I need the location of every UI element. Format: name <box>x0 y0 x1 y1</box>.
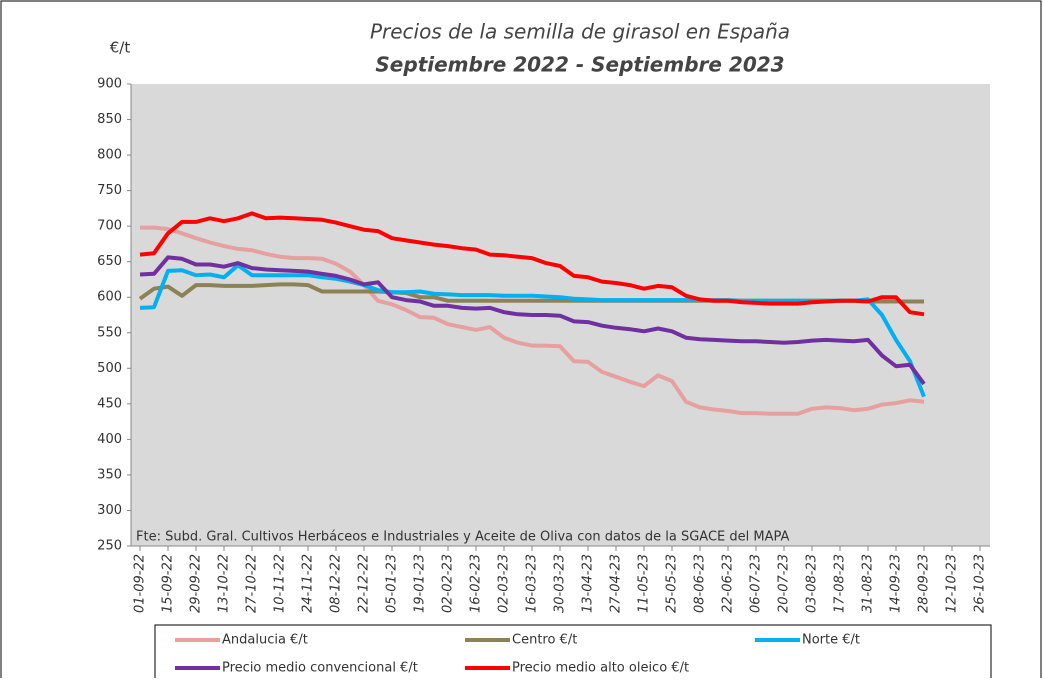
x-tick-label: 22-06-23 <box>721 554 736 613</box>
x-tick-label: 31-08-23 <box>861 554 876 613</box>
x-tick-label: 29-09-22 <box>189 554 204 613</box>
x-tick-label: 08-06-23 <box>693 554 708 613</box>
y-tick-label: 700 <box>97 219 122 234</box>
x-tick-label: 15-09-22 <box>161 554 176 613</box>
y-tick-label: 400 <box>97 432 122 447</box>
x-tick-label: 30-03-23 <box>553 554 568 613</box>
y-axis-label: €/t <box>110 39 131 57</box>
x-tick-label: 08-12-22 <box>329 554 344 613</box>
y-tick-label: 750 <box>97 183 122 198</box>
x-tick-label: 28-09-23 <box>917 554 932 613</box>
x-tick-label: 12-10-23 <box>945 554 960 613</box>
series-line <box>139 255 926 386</box>
y-tick-label: 900 <box>97 77 122 92</box>
series-line <box>139 263 926 398</box>
x-tick-label: 16-02-23 <box>469 554 484 613</box>
x-tick-label: 06-07-23 <box>749 554 764 613</box>
legend-label: Centro €/t <box>512 633 577 648</box>
y-tick-label: 850 <box>97 112 122 127</box>
x-tick-label: 26-10-23 <box>973 554 988 613</box>
x-tick-label: 11-05-23 <box>637 554 652 613</box>
x-tick-label: 20-07-23 <box>777 554 792 613</box>
legend-label: Precio medio convencional €/t <box>222 661 418 676</box>
chart-subtitle: Septiembre 2022 - Septiembre 2023 <box>375 53 784 77</box>
legend-label: Andalucia €/t <box>222 633 308 648</box>
x-tick-label: 10-11-22 <box>273 554 288 613</box>
x-tick-label: 24-11-22 <box>301 554 316 613</box>
x-tick-label: 14-09-23 <box>889 554 904 613</box>
legend <box>154 624 992 682</box>
x-tick-label: 16-03-23 <box>525 554 540 613</box>
legend-label: Norte €/t <box>802 633 860 648</box>
y-tick-label: 350 <box>97 467 122 482</box>
annotation: Fte: Subd. Gral. Cultivos Herbáceos e In… <box>136 530 790 545</box>
y-tick-label: 800 <box>97 148 122 163</box>
x-tick-label: 02-03-23 <box>497 554 512 613</box>
x-tick-label: 17-08-23 <box>833 554 848 613</box>
x-tick-label: 19-01-23 <box>413 554 428 613</box>
x-tick-label: 27-04-23 <box>609 554 624 613</box>
x-tick-label: 05-01-23 <box>385 554 400 613</box>
y-tick-label: 600 <box>97 290 122 305</box>
y-tick-label: 450 <box>97 396 122 411</box>
x-tick-label: 03-08-23 <box>805 554 820 613</box>
x-tick-label: 01-09-22 <box>133 554 148 613</box>
series-line <box>139 211 925 317</box>
chart-title: Precios de la semilla de girasol en Espa… <box>370 20 790 44</box>
x-tick-label: 27-10-22 <box>245 554 260 613</box>
x-tick-label: 25-05-23 <box>665 554 680 613</box>
series-line <box>140 225 925 416</box>
y-tick-label: 650 <box>97 254 122 269</box>
x-tick-label: 13-04-23 <box>581 554 596 613</box>
x-tick-label: 02-02-23 <box>441 554 456 613</box>
y-tick-label: 550 <box>97 325 122 340</box>
x-tick-label: 22-12-22 <box>357 554 372 613</box>
y-tick-label: 250 <box>97 539 122 554</box>
y-tick-label: 500 <box>97 361 122 376</box>
x-tick-label: 13-10-22 <box>217 554 232 613</box>
legend-label: Precio medio alto oleico €/t <box>512 661 689 676</box>
y-tick-label: 300 <box>97 503 122 518</box>
